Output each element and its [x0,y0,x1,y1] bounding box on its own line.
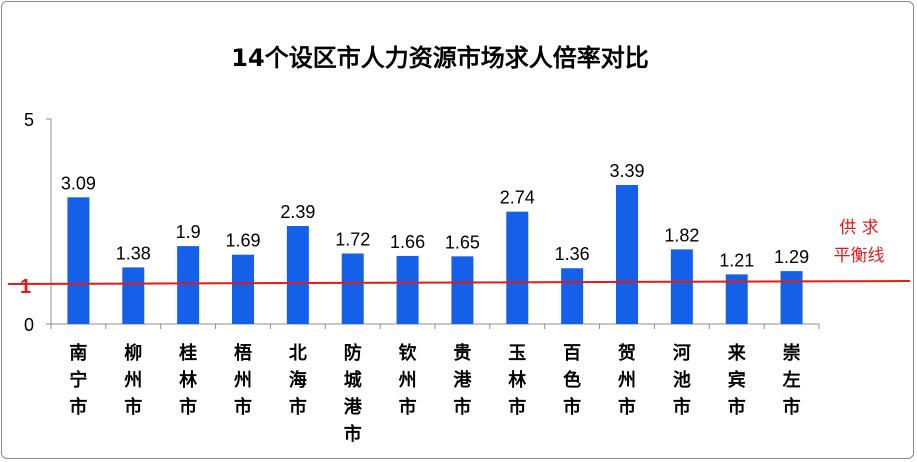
bar-5 [341,253,364,324]
supply-demand-balance-line [7,280,911,285]
category-label-0: 南宁市 [69,342,87,418]
category-label-1: 柳州市 [123,342,142,418]
reference-line-legend: 供 求 平衡线 [818,214,900,270]
bar-2 [177,246,200,324]
legend-line-1: 供 求 [839,218,879,238]
bar-11 [670,249,693,324]
category-label-12: 来宾市 [727,343,747,418]
bar-9 [561,268,584,324]
bar-6 [396,255,419,324]
category-label-5: 防城港市 [344,342,363,445]
bar-8 [506,211,529,324]
category-label-8: 玉林市 [508,343,526,418]
bar-12 [725,274,748,324]
value-label-8: 2.74 [500,188,535,208]
legend-line-2: 平衡线 [833,246,885,266]
bar-1 [122,267,145,324]
y-tick-label-1: 5 [24,110,34,130]
category-label-9: 百色市 [563,343,581,418]
category-label-7: 贵港市 [453,343,472,418]
value-label-13: 1.29 [774,247,809,267]
bar-0 [67,197,90,324]
bar-7 [451,256,474,324]
category-label-10: 贺州市 [617,342,636,418]
value-label-4: 2.39 [280,202,315,222]
value-label-2: 1.9 [176,222,201,242]
value-label-6: 1.66 [390,232,425,252]
category-label-13: 崇左市 [783,342,801,418]
value-label-0: 3.09 [61,173,96,193]
category-label-2: 桂林市 [178,342,197,418]
bar-10 [616,185,638,324]
category-label-6: 钦州市 [398,342,417,418]
category-label-3: 梧州市 [233,342,252,418]
y-tick-label-0: 0 [24,315,34,335]
bar-4 [286,226,309,324]
value-label-3: 1.69 [225,231,260,251]
value-label-5: 1.72 [335,229,370,249]
value-label-9: 1.36 [555,244,590,264]
value-label-10: 3.39 [609,161,644,181]
value-label-1: 1.38 [116,243,151,263]
value-label-11: 1.82 [664,225,699,245]
bar-13 [780,271,803,324]
chart-title: 14个设区市人力资源市场求人倍率对比 [231,44,649,72]
value-label-12: 1.21 [719,250,754,270]
category-label-11: 河池市 [673,343,691,418]
value-label-7: 1.65 [445,232,480,252]
reference-line-label: 1 [20,276,32,298]
category-label-4: 北海市 [289,343,307,418]
bar-3 [232,254,254,324]
